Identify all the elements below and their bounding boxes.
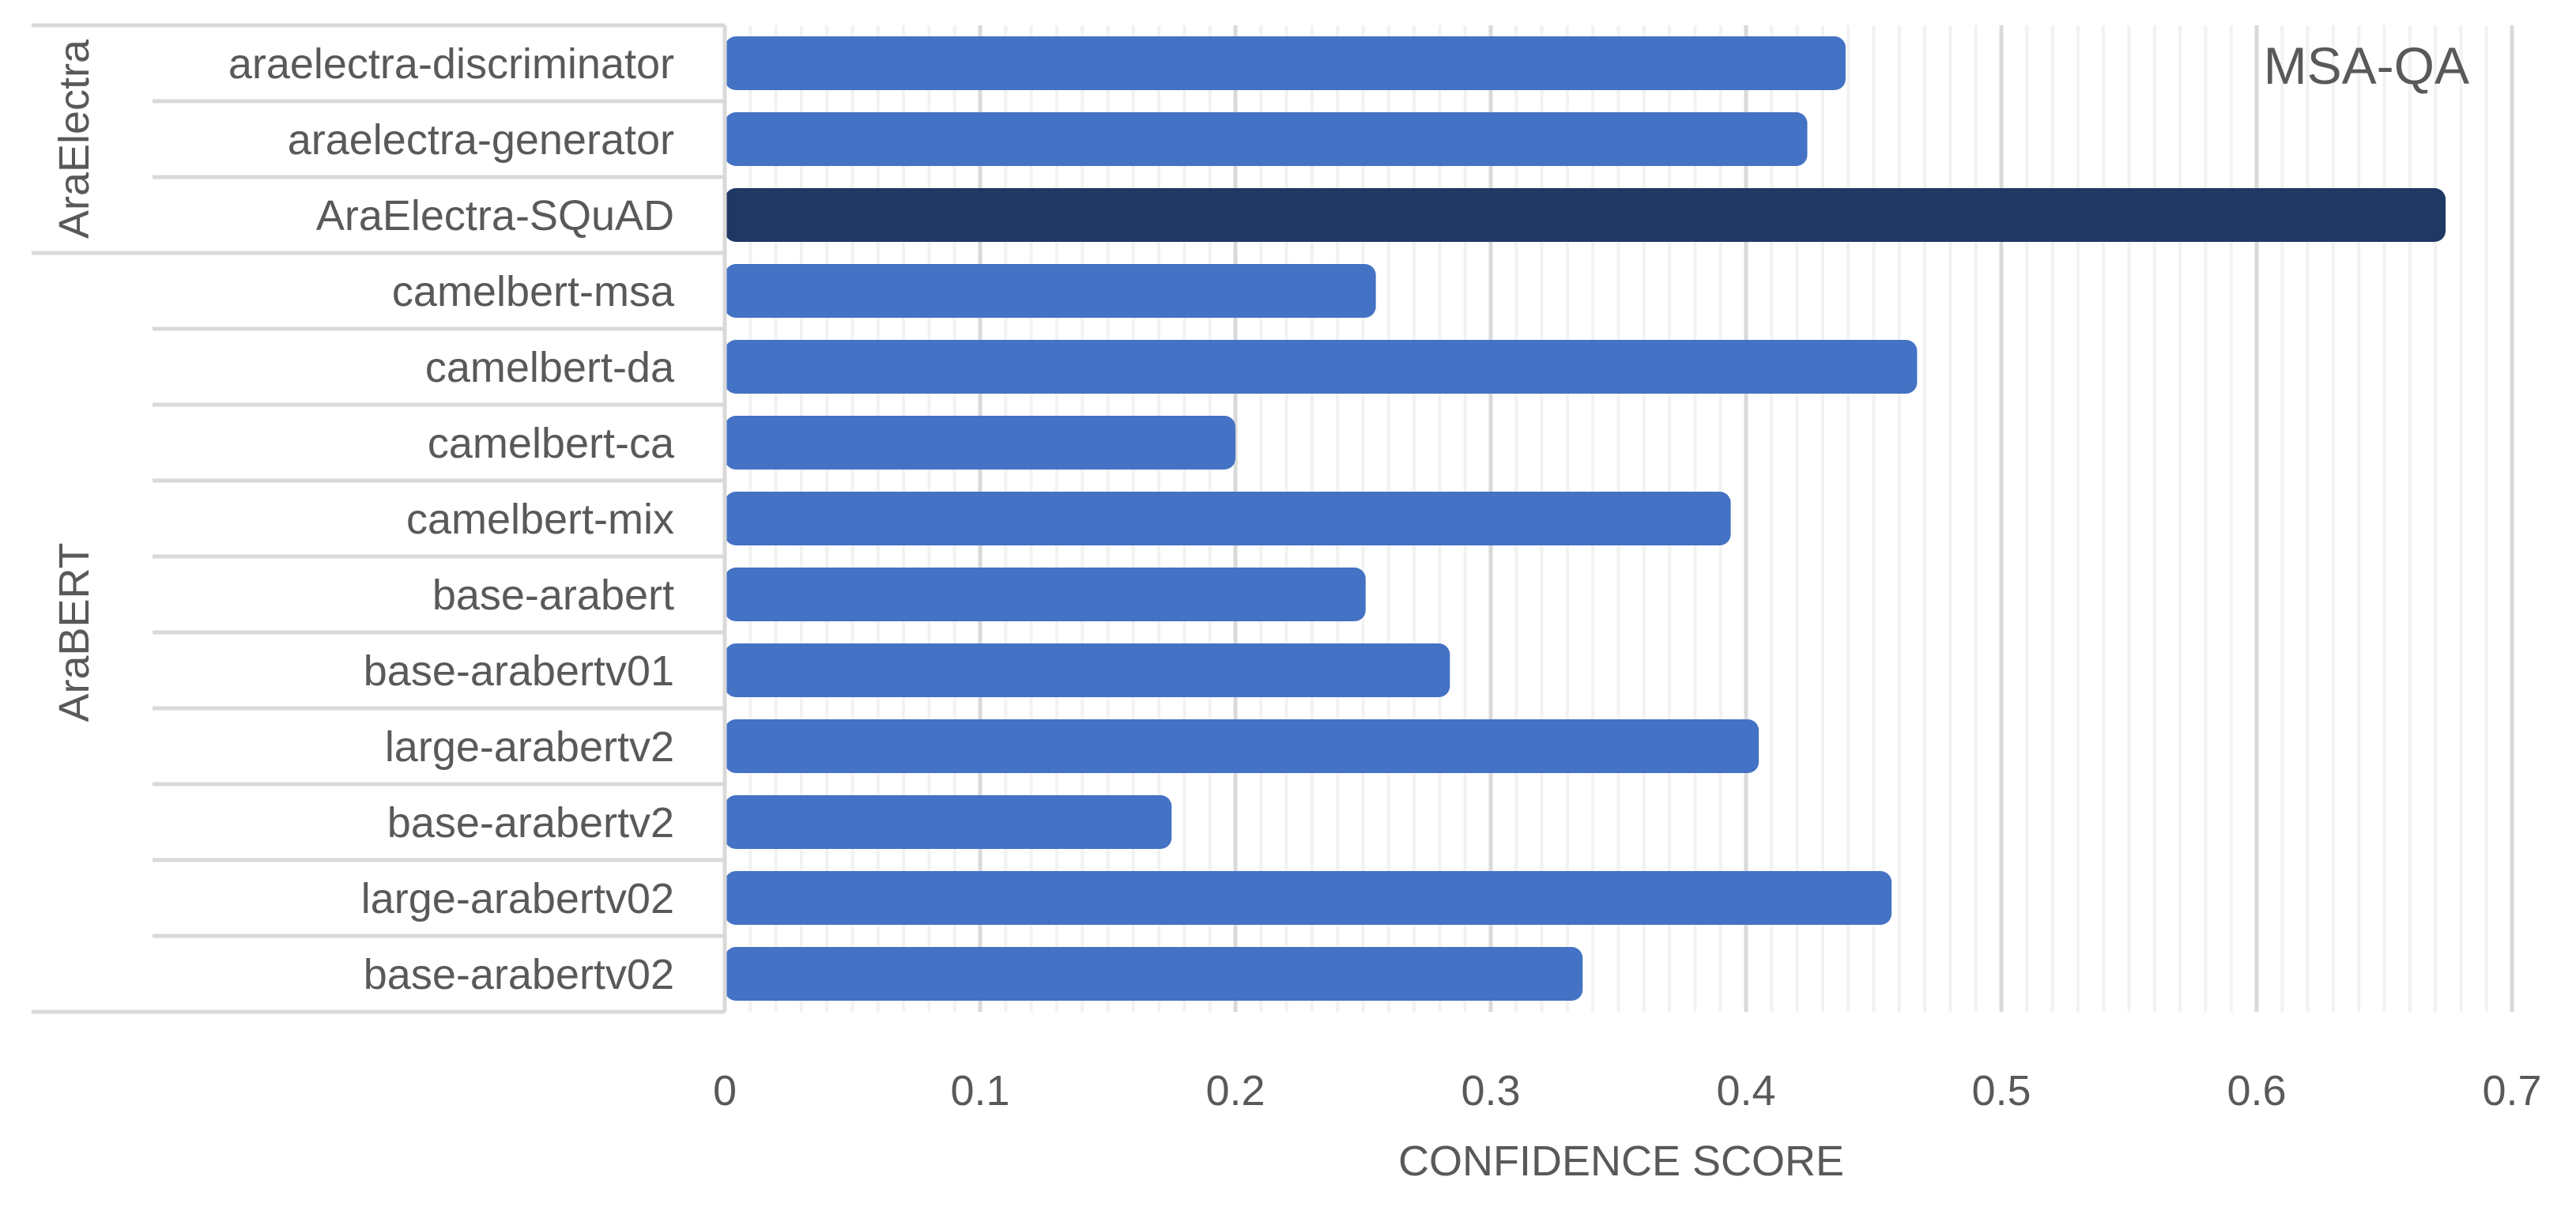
x-tick-label: 0.7: [2482, 1067, 2541, 1115]
category-label: base-arabert: [432, 572, 674, 619]
category-label: araelectra-generator: [288, 116, 674, 164]
x-tick-label: 0.3: [1461, 1067, 1520, 1115]
x-tick-label: 0.5: [1971, 1067, 2031, 1115]
bar-large-arabertv02: [725, 871, 1892, 925]
group-label: AraBERT: [51, 542, 98, 722]
group-label: AraElectra: [51, 39, 98, 239]
bar-araelectra-generator: [725, 112, 1808, 166]
bar-camelbert-mix: [725, 492, 1731, 545]
bar-base-arabertv2: [725, 795, 1172, 849]
category-label: camelbert-ca: [428, 420, 675, 467]
category-label: large-arabertv02: [361, 875, 674, 922]
category-label: camelbert-msa: [392, 268, 675, 315]
x-tick-label: 0.1: [950, 1067, 1009, 1115]
x-tick-labels: 0 0.1 0.2 0.3 0.4 0.5 0.6 0.7: [713, 1067, 2542, 1115]
category-label: base-arabertv01: [364, 647, 674, 695]
bars: [725, 36, 2446, 1001]
x-tick-label: 0: [713, 1067, 737, 1115]
category-label: base-arabertv2: [387, 799, 674, 847]
category-label: base-arabertv02: [364, 951, 674, 998]
bar-camelbert-da: [725, 340, 1918, 394]
category-label: camelbert-mix: [406, 496, 674, 543]
x-tick-label: 0.2: [1205, 1067, 1265, 1115]
bar-large-arabertv2: [725, 719, 1759, 773]
category-label: camelbert-da: [425, 344, 675, 391]
category-label: large-arabertv2: [385, 723, 674, 771]
axes: [32, 23, 727, 1014]
bar-AraElectra-SQuAD: [725, 188, 2446, 242]
group-labels: AraElectra AraBERT: [51, 39, 98, 722]
bar-camelbert-msa: [725, 264, 1376, 318]
x-axis-title: CONFIDENCE SCORE: [1398, 1137, 1844, 1185]
category-label: AraElectra-SQuAD: [316, 192, 674, 240]
bar-base-arabert: [725, 568, 1366, 621]
bar-base-arabertv01: [725, 643, 1450, 697]
category-labels: araelectra-discriminator araelectra-gener…: [228, 40, 675, 998]
bar-araelectra-discriminator: [725, 36, 1846, 90]
x-tick-label: 0.6: [2227, 1067, 2286, 1115]
x-tick-label: 0.4: [1716, 1067, 1775, 1115]
category-label: araelectra-discriminator: [228, 40, 674, 88]
bar-camelbert-ca: [725, 416, 1235, 470]
chart-title: MSA-QA: [2264, 36, 2469, 95]
bar-base-arabertv02: [725, 947, 1583, 1001]
